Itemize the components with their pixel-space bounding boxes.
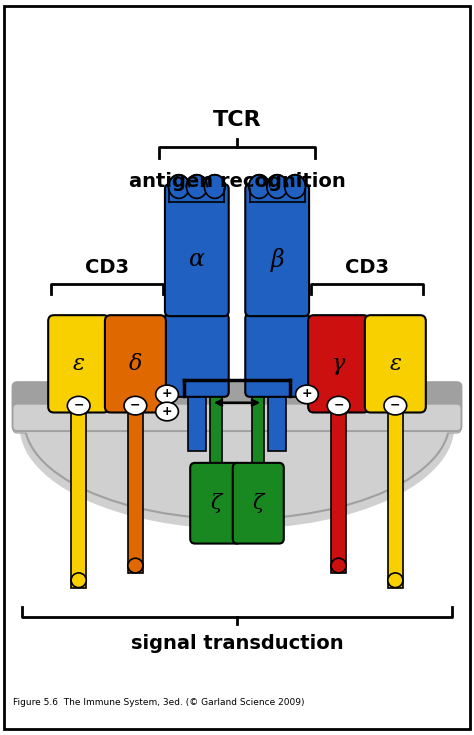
Ellipse shape (388, 573, 403, 587)
Ellipse shape (24, 323, 450, 519)
FancyBboxPatch shape (48, 315, 109, 412)
Bar (249, 184, 305, 201)
Ellipse shape (327, 396, 350, 415)
FancyBboxPatch shape (165, 184, 229, 316)
Text: ε: ε (389, 353, 401, 375)
FancyBboxPatch shape (308, 315, 369, 412)
Text: ζ: ζ (210, 493, 221, 513)
Text: +: + (162, 387, 173, 401)
Bar (388, 406, 403, 587)
Text: antigen recognition: antigen recognition (128, 172, 346, 191)
Ellipse shape (296, 385, 318, 404)
Text: +: + (301, 387, 312, 401)
Bar (71, 406, 86, 587)
Text: ζ: ζ (253, 493, 264, 513)
Bar (268, 338, 286, 451)
Bar (210, 377, 222, 467)
Bar (0, 128, 474, 421)
Text: −: − (130, 398, 141, 412)
Text: Figure 5.6  The Immune System, 3ed. (© Garland Science 2009): Figure 5.6 The Immune System, 3ed. (© Ga… (12, 698, 304, 707)
Ellipse shape (384, 396, 407, 415)
Text: CD3: CD3 (345, 258, 389, 277)
Ellipse shape (67, 396, 90, 415)
FancyBboxPatch shape (105, 315, 166, 412)
Text: −: − (73, 398, 84, 412)
Text: −: − (333, 398, 344, 412)
Ellipse shape (285, 175, 306, 198)
Text: γ: γ (332, 353, 345, 375)
FancyBboxPatch shape (13, 401, 461, 432)
FancyBboxPatch shape (12, 380, 462, 434)
FancyBboxPatch shape (13, 405, 461, 430)
FancyBboxPatch shape (365, 315, 426, 412)
Text: CD3: CD3 (85, 258, 129, 277)
Ellipse shape (19, 323, 455, 529)
Ellipse shape (267, 175, 288, 198)
FancyBboxPatch shape (245, 184, 309, 316)
Ellipse shape (331, 559, 346, 573)
Bar (128, 406, 143, 573)
Ellipse shape (156, 402, 178, 421)
Ellipse shape (128, 559, 143, 573)
FancyBboxPatch shape (190, 463, 241, 544)
Text: α: α (189, 248, 205, 271)
Ellipse shape (186, 175, 207, 198)
Bar (169, 184, 225, 201)
Text: β: β (270, 248, 284, 272)
Text: +: + (162, 404, 173, 417)
Bar (0, 35, 474, 426)
Text: −: − (390, 398, 401, 412)
Bar (252, 377, 264, 467)
Ellipse shape (124, 396, 147, 415)
Ellipse shape (204, 175, 225, 198)
Bar (188, 338, 206, 451)
Ellipse shape (249, 175, 270, 198)
FancyBboxPatch shape (11, 381, 463, 432)
Text: ε: ε (73, 353, 85, 375)
Text: signal transduction: signal transduction (131, 634, 343, 653)
FancyBboxPatch shape (165, 314, 229, 397)
Ellipse shape (156, 385, 178, 404)
Ellipse shape (168, 175, 189, 198)
Ellipse shape (71, 573, 86, 587)
Text: δ: δ (129, 353, 142, 375)
Bar (331, 406, 346, 573)
FancyBboxPatch shape (245, 314, 309, 397)
FancyBboxPatch shape (233, 463, 284, 544)
Text: TCR: TCR (213, 110, 261, 130)
